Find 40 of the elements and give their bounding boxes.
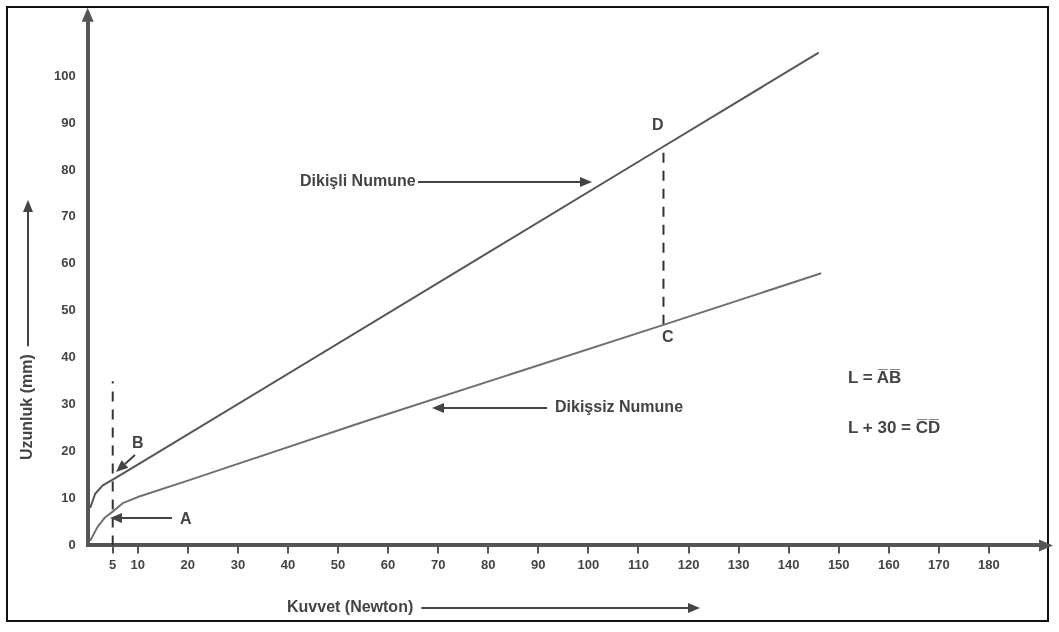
y-tick-label: 70 — [61, 208, 76, 224]
x-tick-label: 160 — [877, 556, 900, 572]
x-tick-label: 100 — [577, 556, 600, 572]
x-tick-label: 110 — [627, 556, 649, 572]
x-tick-label: 20 — [180, 556, 196, 572]
y-tick-label: 100 — [53, 67, 76, 83]
annotation: B — [132, 434, 144, 452]
y-axis-title: Uzunluk (mm) — [18, 354, 36, 460]
x-tick-label: 90 — [531, 556, 546, 572]
annotation: L + 30 = C̅D̅ — [848, 417, 941, 437]
x-tick-label: 40 — [280, 556, 296, 572]
x-tick-label: 180 — [978, 556, 1000, 572]
y-tick-label: 90 — [61, 114, 76, 130]
x-tick-label: 140 — [777, 556, 800, 572]
annotation: A — [180, 510, 192, 528]
annotation: Dikişli Numune — [300, 172, 416, 190]
annotation: Dikişsiz Numune — [555, 398, 684, 416]
y-tick-label: 10 — [61, 490, 76, 506]
y-tick-label: 50 — [61, 302, 76, 318]
y-tick-label: 60 — [61, 255, 76, 271]
y-tick-label: 80 — [61, 161, 76, 177]
x-tick-label: 60 — [380, 556, 396, 572]
x-tick-label: 10 — [130, 556, 145, 572]
x-tick-label: 70 — [430, 556, 446, 572]
annotation: D — [652, 116, 664, 134]
x-tick-label: 170 — [928, 556, 950, 572]
x-tick-label: 120 — [677, 556, 700, 572]
x-tick-label: 30 — [230, 556, 246, 572]
x-axis-title: Kuvvet (Newton) — [287, 598, 414, 616]
y-tick-label: 40 — [61, 349, 76, 365]
x-tick-label: 130 — [727, 556, 750, 572]
y-tick-label: 0 — [68, 536, 76, 552]
annotation: L = A̅B̅ — [848, 367, 902, 387]
y-tick-label: 20 — [61, 443, 76, 459]
x-tick-label: 50 — [330, 556, 346, 572]
y-tick-label: 30 — [61, 396, 76, 412]
x-tick-label: 80 — [481, 556, 496, 572]
x-tick-label: 150 — [827, 556, 850, 572]
annotation: C — [662, 328, 674, 346]
x-tick-label: 5 — [109, 556, 117, 572]
